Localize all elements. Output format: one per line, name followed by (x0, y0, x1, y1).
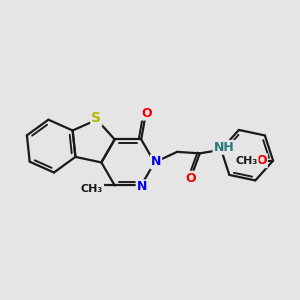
Text: N: N (136, 180, 147, 194)
Text: O: O (256, 154, 267, 167)
Text: N: N (151, 155, 161, 168)
Text: S: S (91, 112, 101, 125)
Text: NH: NH (214, 141, 234, 154)
Text: CH₃: CH₃ (81, 184, 103, 194)
Text: CH₃: CH₃ (236, 156, 258, 166)
Text: O: O (141, 106, 152, 120)
Text: O: O (185, 172, 196, 185)
